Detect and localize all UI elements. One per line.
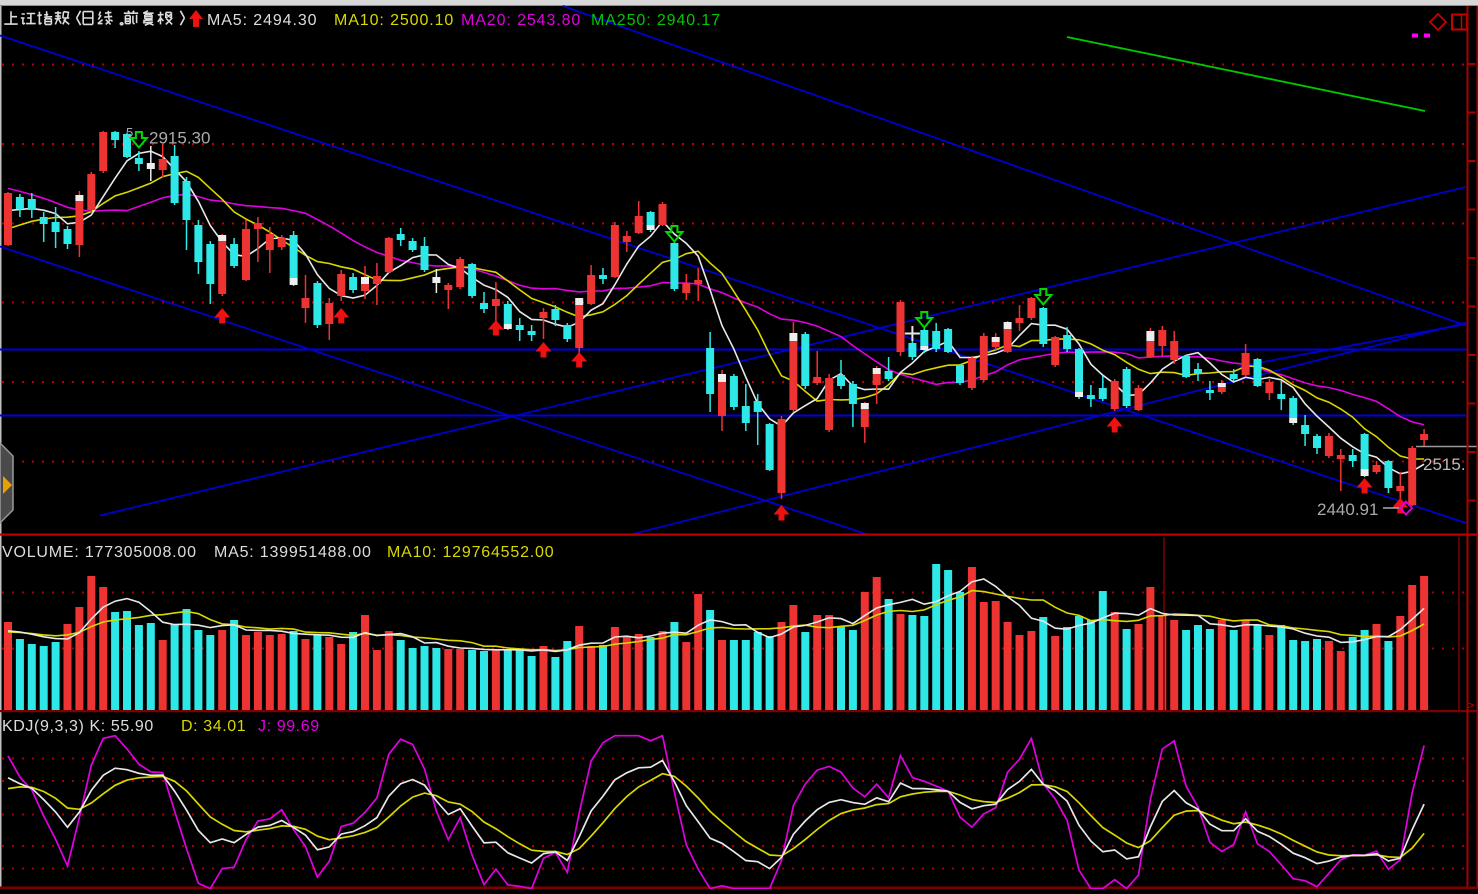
svg-text:MA10: 2500.10: MA10: 2500.10 [334,12,454,29]
svg-text:2515.: 2515. [1423,455,1466,474]
svg-text:MA5: 139951488.00: MA5: 139951488.00 [214,544,372,561]
svg-text:KDJ(9,3,3) K: 55.90: KDJ(9,3,3) K: 55.90 [2,718,154,735]
svg-text:5: 5 [126,125,133,140]
svg-text:>: > [1468,700,1474,712]
svg-text:2915.30: 2915.30 [149,129,210,148]
svg-text:J: 99.69: J: 99.69 [258,718,320,735]
svg-text:MA20: 2543.80: MA20: 2543.80 [461,12,581,29]
svg-text:MA250: 2940.17: MA250: 2940.17 [591,12,721,29]
svg-text:VOLUME: 177305008.00: VOLUME: 177305008.00 [2,544,197,561]
svg-text:2440.91: 2440.91 [1317,500,1378,519]
svg-text:MA10: 129764552.00: MA10: 129764552.00 [387,544,554,561]
svg-text:MA5: 2494.30: MA5: 2494.30 [207,12,317,29]
svg-text:D: 34.01: D: 34.01 [181,718,246,735]
